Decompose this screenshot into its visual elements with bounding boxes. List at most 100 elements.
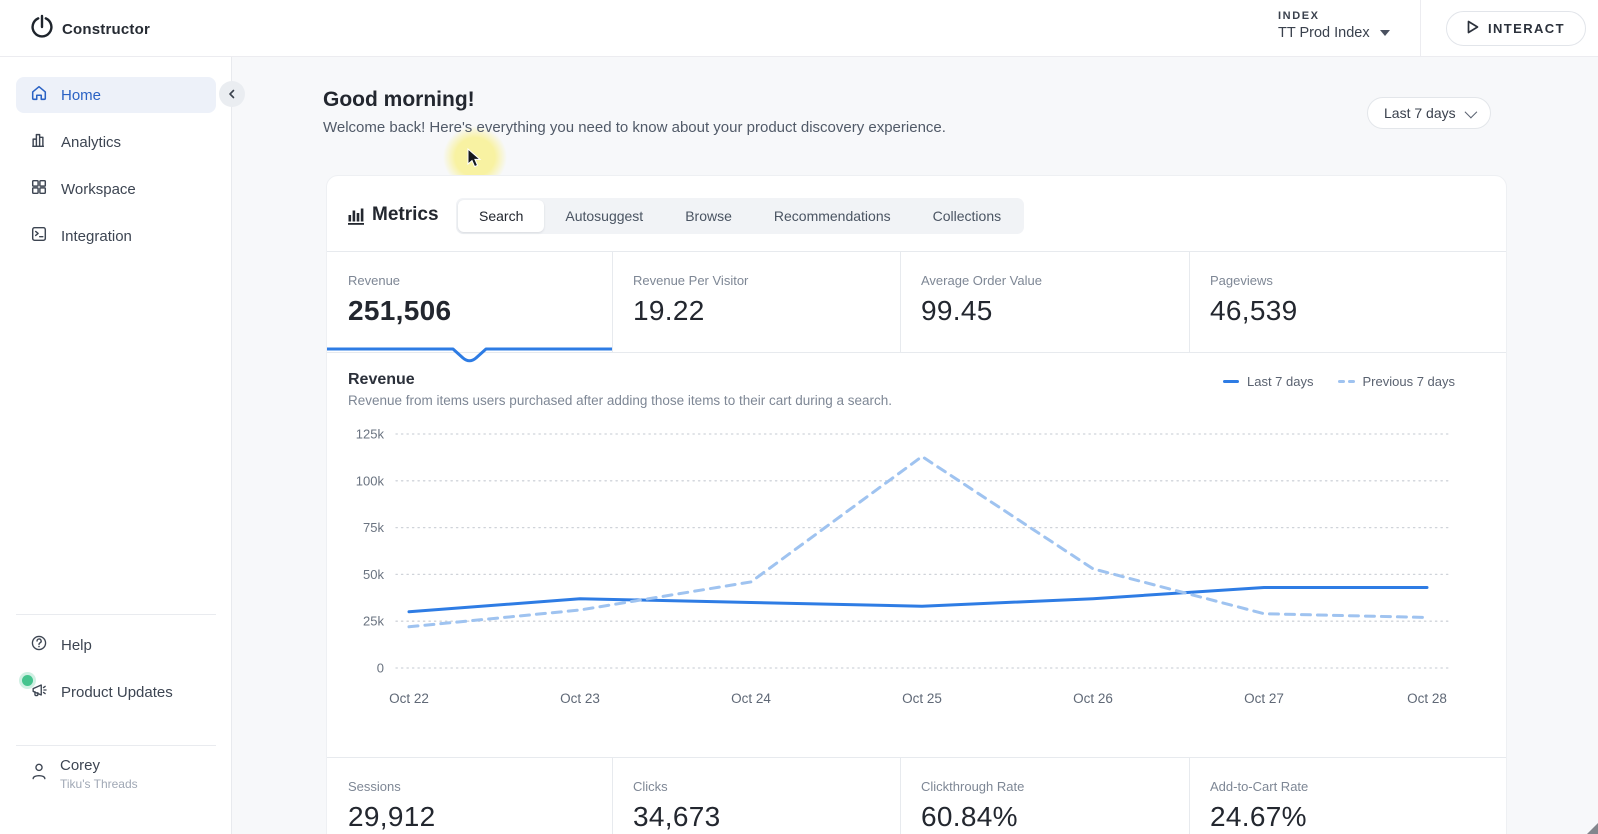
svg-text:Oct 26: Oct 26 — [1073, 691, 1113, 706]
svg-text:Oct 25: Oct 25 — [902, 691, 942, 706]
metrics-bars-icon — [348, 207, 366, 230]
metric-label: Add-to-Cart Rate — [1210, 779, 1309, 794]
metric-value: 24.67% — [1210, 801, 1307, 832]
tab-recommendations[interactable]: Recommendations — [773, 208, 891, 224]
sidebar-item-analytics[interactable]: Analytics — [16, 124, 216, 160]
svg-text:Oct 23: Oct 23 — [560, 691, 600, 706]
metric-value: 34,673 — [633, 801, 721, 832]
interact-button[interactable]: INTERACT — [1446, 11, 1586, 46]
top-metric-strip: Revenue 251,506 Revenue Per Visitor 19.2… — [327, 251, 1506, 353]
tab-collections[interactable]: Collections — [932, 208, 1002, 224]
svg-text:Oct 22: Oct 22 — [389, 691, 429, 706]
top-bar: Constructor INDEX TT Prod Index INTERACT — [0, 0, 1598, 57]
metrics-card: Metrics Search Autosuggest Browse Recomm… — [326, 175, 1507, 834]
screen-corner-artifact — [1587, 823, 1598, 834]
user-org: Tiku's Threads — [60, 777, 138, 791]
svg-text:75k: 75k — [363, 520, 384, 535]
index-value: TT Prod Index — [1278, 25, 1370, 41]
metric-pageviews[interactable]: Pageviews 46,539 — [1189, 252, 1506, 352]
grid-icon — [30, 178, 48, 200]
bar-chart-icon — [30, 131, 48, 153]
metric-clickthrough-rate[interactable]: Clickthrough Rate 60.84% — [900, 758, 1189, 834]
date-range-label: Last 7 days — [1384, 105, 1456, 121]
legend-label: Previous 7 days — [1362, 374, 1456, 389]
page-subtitle: Welcome back! Here's everything you need… — [323, 119, 946, 136]
page-title: Good morning! — [323, 88, 475, 111]
tab-browse[interactable]: Browse — [685, 208, 732, 224]
constructor-logo[interactable]: Constructor — [30, 14, 150, 45]
card-title: Metrics — [372, 204, 439, 225]
sidebar-item-home[interactable]: Home — [16, 77, 216, 113]
caret-down-icon — [1379, 30, 1390, 36]
metric-average-order-value[interactable]: Average Order Value 99.45 — [900, 252, 1189, 352]
interact-label: INTERACT — [1488, 21, 1565, 36]
metric-add-to-cart-rate[interactable]: Add-to-Cart Rate 24.67% — [1189, 758, 1506, 834]
svg-text:25k: 25k — [363, 614, 384, 629]
svg-text:Oct 27: Oct 27 — [1244, 691, 1284, 706]
sidebar-item-label: Product Updates — [61, 683, 173, 701]
sidebar: Home Analytics Workspace Integration — [0, 57, 232, 834]
topbar-divider — [1420, 0, 1421, 56]
sidebar-divider — [16, 745, 216, 746]
megaphone-icon — [30, 681, 48, 703]
chart-title: Revenue — [348, 371, 415, 388]
home-icon — [30, 84, 48, 106]
index-selector[interactable]: INDEX TT Prod Index — [1278, 10, 1390, 41]
sidebar-item-label: Workspace — [61, 180, 136, 198]
metric-sessions[interactable]: Sessions 29,912 — [327, 758, 612, 834]
brand-name: Constructor — [62, 21, 151, 38]
chart-legend: Last 7 days Previous 7 days — [1223, 374, 1455, 389]
metric-value: 99.45 — [921, 295, 993, 326]
date-range-dropdown[interactable]: Last 7 days — [1367, 97, 1491, 129]
svg-text:100k: 100k — [356, 473, 385, 488]
metric-label: Revenue Per Visitor — [633, 273, 749, 288]
question-circle-icon — [30, 634, 48, 656]
mouse-cursor — [467, 147, 482, 174]
user-icon — [30, 761, 48, 791]
play-icon — [1467, 20, 1479, 37]
svg-text:50k: 50k — [363, 567, 384, 582]
bottom-metric-strip: Sessions 29,912 Clicks 34,673 Clickthrou… — [327, 757, 1506, 834]
metric-label: Pageviews — [1210, 273, 1273, 288]
sidebar-divider — [16, 614, 216, 615]
metric-revenue-per-visitor[interactable]: Revenue Per Visitor 19.22 — [612, 252, 900, 352]
metric-label: Sessions — [348, 779, 401, 794]
metric-label: Revenue — [348, 273, 401, 288]
sidebar-item-label: Analytics — [61, 133, 122, 151]
metrics-tab-bar: Search Autosuggest Browse Recommendation… — [456, 198, 1025, 234]
metric-label: Average Order Value — [921, 273, 1042, 288]
solid-line-swatch — [1223, 379, 1239, 384]
svg-text:125k: 125k — [356, 427, 385, 442]
tab-search[interactable]: Search — [458, 200, 545, 232]
sidebar-item-integration[interactable]: Integration — [16, 218, 216, 254]
svg-text:Oct 28: Oct 28 — [1407, 691, 1447, 706]
sidebar-item-label: Home — [61, 86, 102, 104]
metric-clicks[interactable]: Clicks 34,673 — [612, 758, 900, 834]
metric-label: Clickthrough Rate — [921, 779, 1025, 794]
user-name: Corey — [60, 757, 101, 774]
sidebar-item-help[interactable]: Help — [16, 627, 216, 663]
dashed-line-swatch — [1337, 379, 1355, 384]
svg-text:0: 0 — [377, 661, 384, 676]
sidebar-collapse-button[interactable] — [219, 81, 245, 107]
legend-previous-7-days[interactable]: Previous 7 days — [1337, 374, 1456, 389]
metric-value: 60.84% — [921, 801, 1018, 832]
metric-label: Clicks — [633, 779, 668, 794]
sidebar-item-workspace[interactable]: Workspace — [16, 171, 216, 207]
user-menu[interactable]: Corey Tiku's Threads — [16, 757, 138, 791]
legend-last-7-days[interactable]: Last 7 days — [1223, 374, 1314, 389]
chart-subtitle: Revenue from items users purchased after… — [348, 393, 893, 408]
tab-autosuggest[interactable]: Autosuggest — [565, 208, 644, 224]
metric-revenue[interactable]: Revenue 251,506 — [327, 252, 612, 352]
metric-value: 29,912 — [348, 801, 436, 832]
revenue-line-chart: 0 25k 50k 75k 100k 125k Oct 22 Oct 23 Oct 24 Oct … — [356, 427, 1450, 706]
power-logo-icon — [30, 14, 54, 45]
chevron-down-icon — [1464, 105, 1477, 118]
metric-value: 19.22 — [633, 295, 705, 326]
index-label: INDEX — [1278, 10, 1320, 22]
updates-badge-dot — [22, 675, 33, 686]
sidebar-item-product-updates[interactable]: Product Updates — [16, 674, 216, 710]
metric-value: 251,506 — [348, 295, 452, 326]
svg-text:Oct 24: Oct 24 — [731, 691, 771, 706]
